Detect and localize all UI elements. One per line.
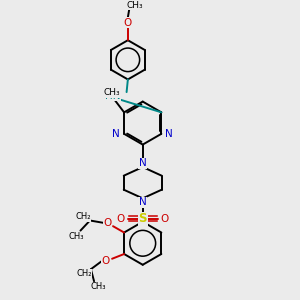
Text: CH₃: CH₃ [69, 232, 84, 242]
Text: O: O [161, 214, 169, 224]
Text: O: O [116, 214, 125, 224]
Text: N: N [112, 129, 120, 139]
Text: CH₃: CH₃ [90, 282, 106, 291]
Text: CH₂: CH₂ [76, 269, 92, 278]
Text: O: O [102, 256, 110, 266]
Text: N: N [139, 197, 147, 207]
Text: CH₃: CH₃ [103, 88, 120, 97]
Text: CH₂: CH₂ [75, 212, 91, 221]
Text: O: O [103, 218, 112, 228]
Text: N: N [139, 158, 147, 168]
Text: S: S [139, 212, 147, 225]
Text: CH₃: CH₃ [127, 1, 143, 10]
Text: HN: HN [105, 91, 121, 101]
Text: N: N [166, 129, 173, 139]
Text: O: O [124, 17, 132, 28]
